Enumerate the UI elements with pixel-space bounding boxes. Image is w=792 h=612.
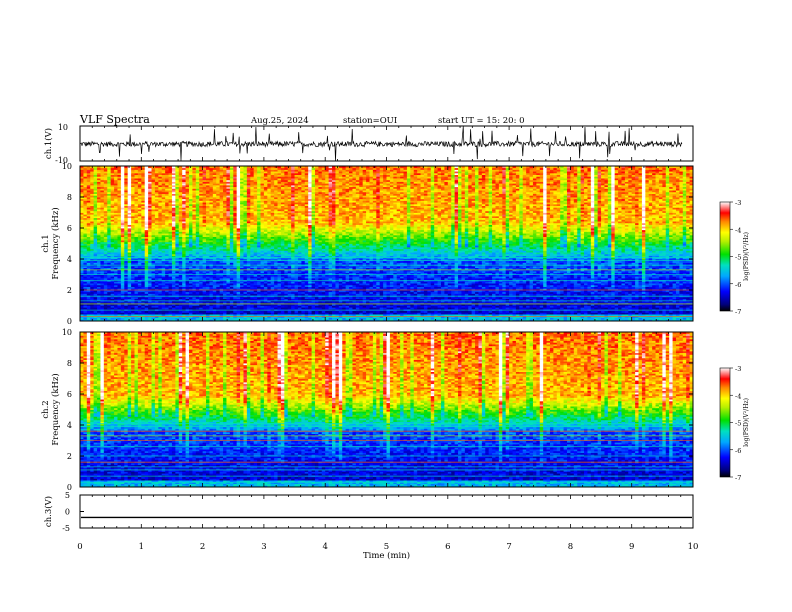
spectrogram-image xyxy=(80,166,693,321)
station-label: station=OUI xyxy=(343,116,397,126)
ch1-ytick-label: 10 xyxy=(58,123,68,132)
ch1-ylabel: ch.1(V) xyxy=(43,128,54,159)
start-time-label: start UT = 15: 20: 0 xyxy=(438,116,525,126)
ch1-waveform-line xyxy=(80,127,682,162)
figure-title: VLF Spectra xyxy=(79,113,150,126)
date-label: Aug.25, 2024 xyxy=(250,116,309,126)
